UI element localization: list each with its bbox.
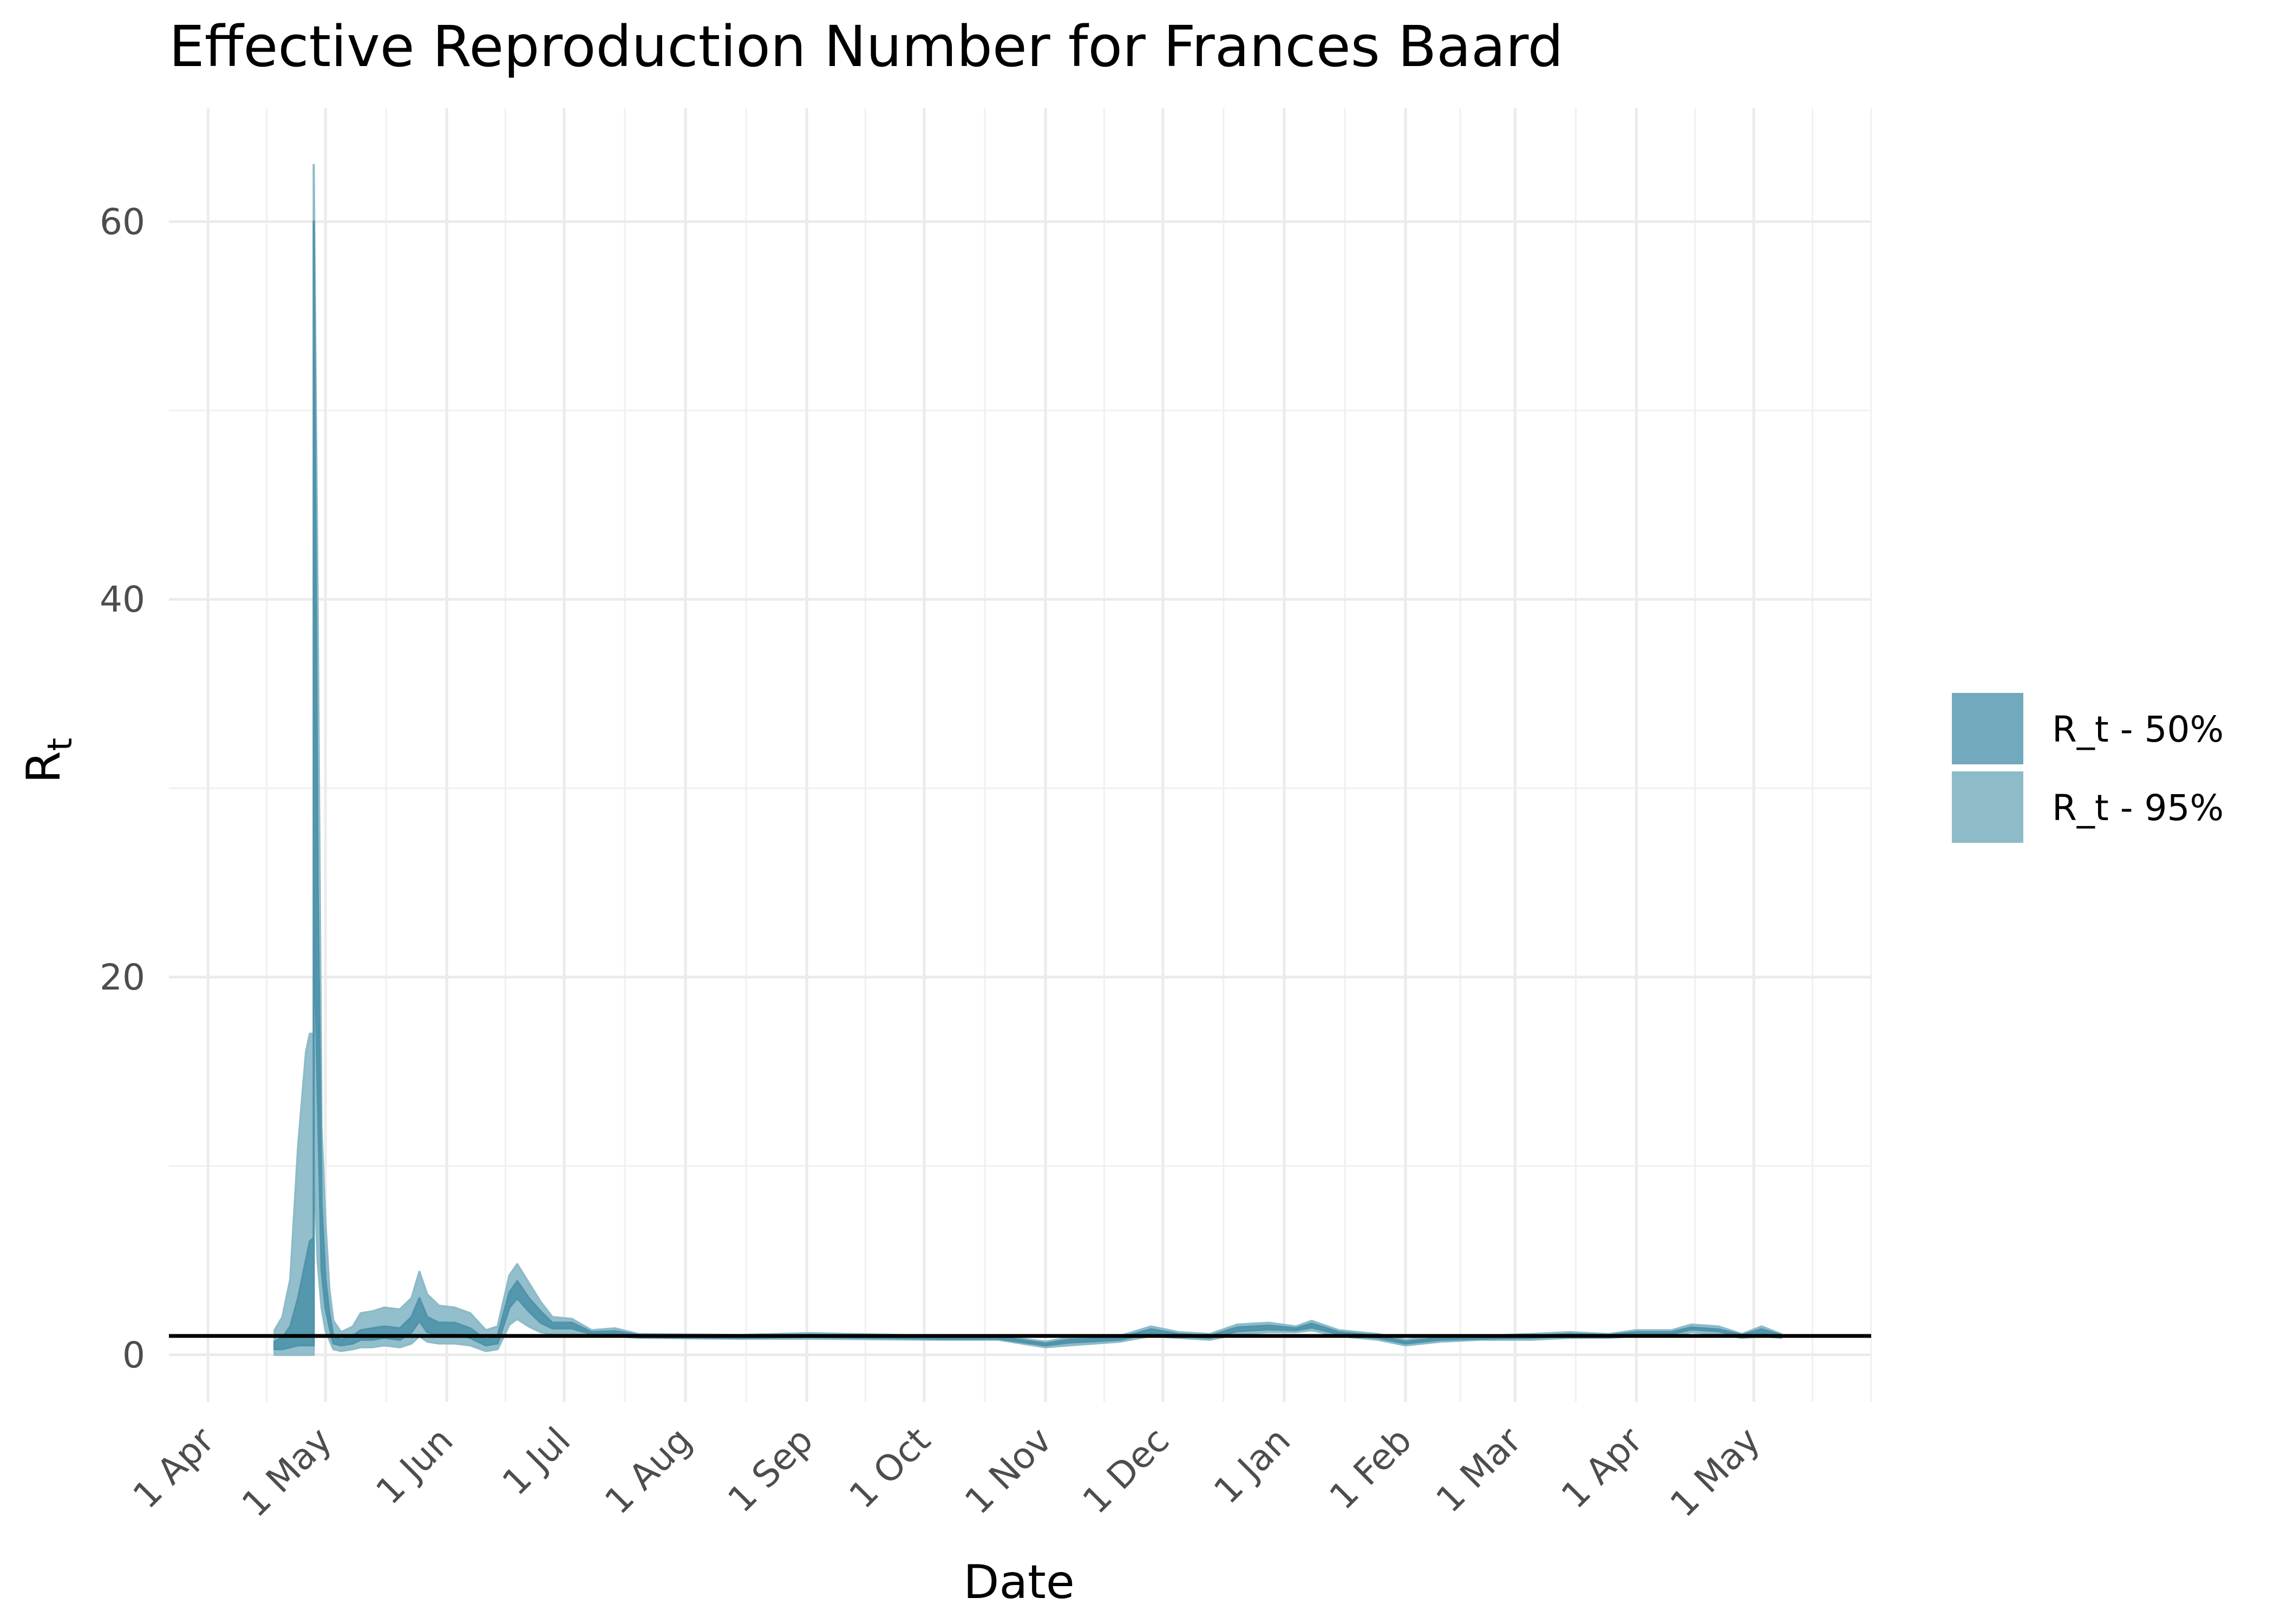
y-axis-title: Rt xyxy=(17,738,80,783)
y-axis-ticks: 0 20 40 60 xyxy=(100,201,145,1376)
y-tick-label: 20 xyxy=(100,957,145,998)
legend: R_t - 50% R_t - 95% xyxy=(1952,693,2224,843)
y-axis-title-subscript: t xyxy=(40,738,80,751)
minor-gridlines xyxy=(169,108,1872,1402)
x-axis-title: Date xyxy=(963,1555,1075,1609)
y-tick-label: 60 xyxy=(100,201,145,243)
legend-key xyxy=(1952,693,2023,764)
y-tick-label: 40 xyxy=(100,579,145,620)
y-tick-label: 0 xyxy=(122,1334,145,1376)
legend-label: R_t - 50% xyxy=(2052,709,2224,750)
y-axis-title-main: R xyxy=(17,751,71,783)
legend-label: R_t - 95% xyxy=(2052,787,2224,829)
chart-title: Effective Reproduction Number for France… xyxy=(169,14,1564,80)
major-gridlines xyxy=(169,108,1871,1402)
legend-key xyxy=(1952,771,2023,843)
